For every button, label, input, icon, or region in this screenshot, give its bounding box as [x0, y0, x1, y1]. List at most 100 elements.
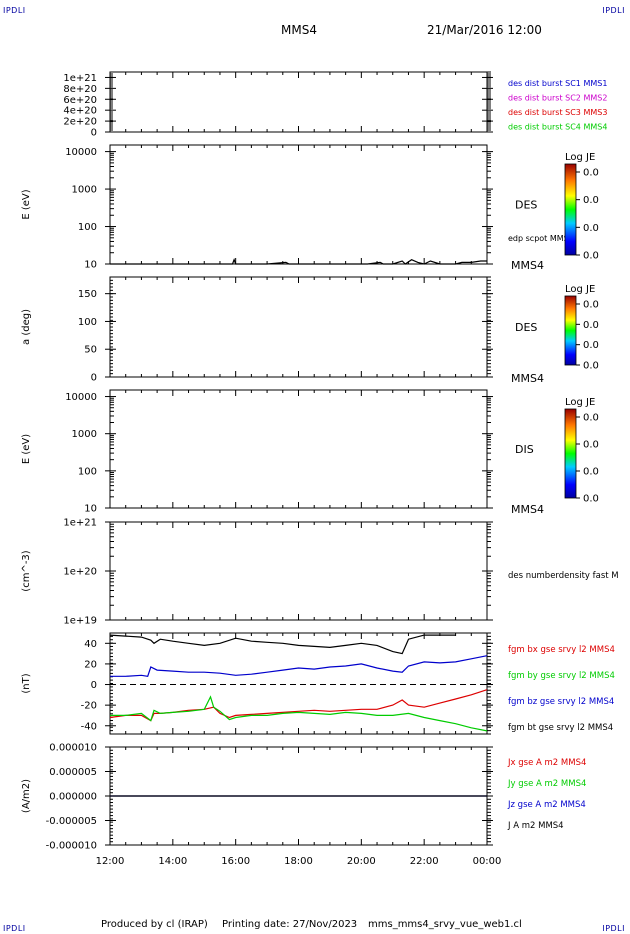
- series-line: [110, 655, 488, 677]
- panel-fgm-b: 40 20 0 -20 -40 (nT) fgm bx gse srvy l2 MMS4 fg…: [21, 632, 615, 735]
- corner-label-top-right: IPDLI: [602, 6, 625, 15]
- spacecraft-label: MMS4: [511, 503, 544, 516]
- spacecraft-label: MMS4: [511, 372, 544, 385]
- colorbar: [564, 163, 577, 256]
- legend-label: des dist burst SC1 MMS1: [508, 79, 607, 88]
- y-tick-label: -40: [81, 721, 97, 732]
- y-tick-label: 0: [91, 128, 97, 139]
- y-tick-label: -0.000005: [46, 816, 97, 827]
- panel-des-density: 1e+21 1e+20 1e+19 (cm^-3) des numberdensity …: [21, 518, 619, 627]
- y-axis-label: E (eV): [21, 189, 32, 219]
- y-tick-label: 0: [91, 680, 97, 691]
- overlay-label: edp scpot MMS4: [508, 234, 574, 243]
- legend-label: Jz gse A m2 MMS4: [507, 800, 586, 810]
- legend-label: des dist burst SC4 MMS4: [508, 123, 607, 132]
- legend-label: fgm bx gse srvy l2 MMS4: [508, 645, 615, 655]
- legend-label: des dist burst SC2 MMS2: [508, 94, 607, 103]
- spacecraft-label: MMS4: [511, 259, 544, 272]
- y-axis-label: (A/m2): [21, 779, 32, 813]
- y-tick-label: 0: [91, 373, 97, 384]
- y-tick-label: 100: [78, 222, 97, 233]
- panel-frame: [109, 276, 488, 378]
- x-tick-label: 12:00: [96, 856, 125, 867]
- colorbar-tick-label: 0.0: [583, 361, 599, 372]
- colorbar-title: Log JE: [565, 152, 595, 163]
- y-tick-label: 1e+21: [63, 73, 97, 84]
- y-tick-label: 1e+21: [63, 518, 97, 529]
- panel-curlometer-j: 0.000010 0.000005 0.000000 -0.000005 -0.0000…: [21, 743, 586, 868]
- y-tick-label: 150: [78, 289, 97, 300]
- y-tick-label: 100: [78, 317, 97, 328]
- series-line: [110, 257, 487, 265]
- panel-frame: [109, 521, 488, 621]
- panel-des-energy: 10000 1000 100 10 E (eV) DES edp scpot MMS4 MMS…: [21, 144, 599, 272]
- y-tick-label: 20: [84, 659, 97, 670]
- x-tick-label: 14:00: [158, 856, 187, 867]
- x-tick-label: 00:00: [473, 856, 502, 867]
- y-tick-label: 1000: [72, 185, 97, 196]
- legend-label: fgm bz gse srvy l2 MMS4: [508, 697, 614, 707]
- series-line: [109, 634, 456, 655]
- legend-label: Jx gse A m2 MMS4: [507, 758, 586, 768]
- legend-label: Jy gse A m2 MMS4: [507, 779, 586, 789]
- y-tick-label: 10000: [65, 392, 97, 403]
- y-tick-label: 0.000005: [49, 767, 97, 778]
- legend-label: des numberdensity fast M: [508, 571, 619, 581]
- legend-label: fgm bt gse srvy l2 MMS4: [508, 723, 613, 733]
- corner-label-bottom-right: IPDLI: [602, 924, 625, 933]
- y-axis-label: a (deg): [21, 309, 32, 345]
- y-tick-label: 40: [84, 639, 97, 650]
- y-tick-label: 8e+20: [63, 84, 97, 95]
- y-axis-label: (cm^-3): [21, 550, 32, 591]
- y-axis-label: (nT): [21, 673, 32, 693]
- plot-datetime: 21/Mar/2016 12:00: [427, 23, 542, 37]
- colorbar-tick-label: 0.0: [583, 195, 599, 206]
- y-tick-label: 50: [84, 345, 97, 356]
- instrument-label: DIS: [515, 443, 534, 456]
- legend-label: J A m2 MMS4: [507, 821, 564, 831]
- footer-filename: mms_mms4_srvy_vue_web1.cl: [368, 919, 522, 930]
- y-tick-label: 4e+20: [63, 106, 97, 117]
- legend-label: des dist burst SC3 MMS3: [508, 108, 607, 117]
- spacecraft-title: MMS4: [281, 23, 317, 37]
- y-tick-label: 0.000000: [49, 792, 97, 803]
- colorbar-title: Log JE: [565, 284, 595, 295]
- y-tick-label: 2e+20: [63, 117, 97, 128]
- colorbar-tick-label: 0.0: [583, 494, 599, 505]
- y-tick-label: -0.000010: [46, 841, 97, 852]
- y-tick-label: 6e+20: [63, 95, 97, 106]
- corner-label-bottom-left: IPDLI: [3, 924, 26, 933]
- series-line: [110, 695, 488, 732]
- y-tick-label: 1e+19: [63, 616, 97, 627]
- legend-label: fgm by gse srvy l2 MMS4: [508, 671, 615, 681]
- panel-frame: [109, 144, 488, 265]
- x-tick-label: 18:00: [284, 856, 313, 867]
- corner-label-top-left: IPDLI: [3, 6, 26, 15]
- y-tick-label: 10: [84, 504, 97, 515]
- x-tick-label: 16:00: [221, 856, 250, 867]
- y-tick-label: 0.000010: [49, 743, 97, 754]
- colorbar: [564, 408, 577, 499]
- colorbar-tick-label: 0.0: [583, 440, 599, 451]
- y-tick-label: 100: [78, 466, 97, 477]
- x-tick-label: 22:00: [410, 856, 439, 867]
- footer-printing-date: Printing date: 27/Nov/2023: [222, 919, 358, 930]
- instrument-label: DES: [515, 199, 537, 212]
- colorbar-tick-label: 0.0: [583, 340, 599, 351]
- colorbar-tick-label: 0.0: [583, 467, 599, 478]
- y-tick-label: 10: [84, 260, 97, 271]
- colorbar-tick-label: 0.0: [583, 223, 599, 234]
- colorbar-tick-label: 0.0: [583, 300, 599, 311]
- colorbar-title: Log JE: [565, 397, 595, 408]
- colorbar-tick-label: 0.0: [583, 168, 599, 179]
- y-tick-label: 1e+20: [63, 567, 97, 578]
- y-tick-label: 1000: [72, 429, 97, 440]
- panel-frame: [109, 389, 488, 509]
- colorbar: [564, 295, 577, 366]
- colorbar-tick-label: 0.0: [583, 251, 599, 262]
- series-line: [109, 689, 488, 722]
- x-tick-label: 20:00: [347, 856, 376, 867]
- colorbar-tick-label: 0.0: [583, 413, 599, 424]
